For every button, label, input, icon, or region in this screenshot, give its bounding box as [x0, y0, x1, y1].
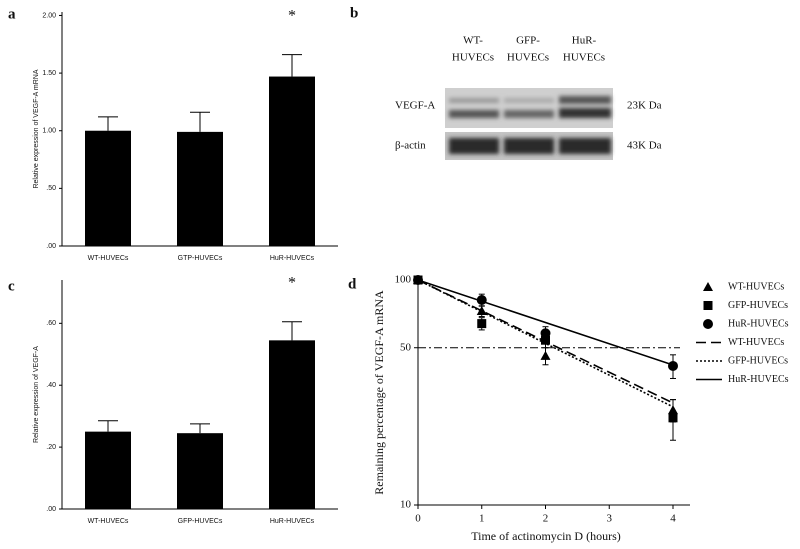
blot-size: 43K Da: [627, 140, 662, 152]
bar: [177, 433, 223, 509]
y-tick-label: .00: [46, 243, 56, 250]
bar: [177, 131, 223, 246]
y-tick-label: 1.00: [42, 128, 56, 135]
y-tick-label: .20: [46, 444, 56, 451]
panel-label: a: [8, 6, 16, 22]
panel-label: c: [8, 278, 15, 294]
y-tick-label: .50: [46, 185, 56, 192]
y-tick-label: 1.50: [42, 70, 56, 77]
x-tick-label: 0: [415, 513, 421, 525]
y-tick-label: .00: [46, 506, 56, 513]
blot-column: HUVECs: [452, 52, 494, 64]
legend-label: WT-HUVECs: [728, 337, 784, 348]
legend-marker: [703, 282, 713, 291]
bar: [269, 76, 315, 246]
data-point: [476, 306, 487, 316]
x-tick-label: 2: [543, 513, 549, 525]
blot-size: 23K Da: [627, 100, 662, 112]
legend-label: GFP-HUVECs: [728, 355, 788, 366]
data-point: [668, 413, 678, 423]
fit-line: [417, 279, 674, 408]
y-tick-label: 10: [400, 499, 412, 511]
y-tick-label: 100: [395, 274, 412, 286]
legend-marker: [703, 319, 713, 329]
data-point: [540, 350, 551, 360]
x-tick-label: WT-HUVECs: [88, 255, 129, 262]
blot-column: HuR-: [572, 35, 597, 47]
x-tick-label: GTP-HUVECs: [178, 255, 223, 262]
x-tick-label: HuR-HUVECs: [270, 255, 315, 262]
significance-mark: *: [288, 274, 296, 291]
x-axis-label: Time of actinomycin D (hours): [471, 529, 621, 543]
y-axis-label: Relative expression of VEGF-A: [33, 346, 40, 443]
x-tick-label: GFP-HUVECs: [178, 518, 223, 525]
x-tick-label: WT-HUVECs: [88, 518, 129, 525]
legend-marker: [703, 301, 713, 310]
y-tick-label: 50: [400, 341, 412, 353]
y-tick-label: .60: [46, 320, 56, 327]
x-tick-label: HuR-HUVECs: [270, 518, 315, 525]
y-axis-label: Relative expression of VEGF-A mRNA: [33, 69, 40, 188]
significance-mark: *: [288, 7, 296, 24]
y-axis-label: Remaining percentage of VEGF-A mRNA: [372, 290, 386, 495]
bar: [85, 431, 131, 509]
legend-label: HuR-HUVECs: [728, 374, 789, 385]
data-point: [477, 319, 487, 329]
y-tick-label: 2.00: [42, 12, 56, 19]
y-tick-label: .40: [46, 382, 56, 389]
panel-label: b: [350, 5, 358, 21]
bar: [269, 340, 315, 509]
legend-label: WT-HUVECs: [728, 281, 784, 292]
blot-column: WT-: [463, 35, 483, 47]
panel-label: d: [348, 276, 357, 292]
blot-column: HUVECs: [563, 52, 605, 64]
x-tick-label: 4: [670, 513, 676, 525]
blot-column: GFP-: [516, 35, 540, 47]
x-tick-label: 1: [479, 513, 485, 525]
blot-column: HUVECs: [507, 52, 549, 64]
data-point: [668, 360, 678, 371]
legend-label: HuR-HUVECs: [728, 318, 789, 329]
blot-row: VEGF-A: [395, 100, 435, 112]
blot-bands: [449, 96, 611, 154]
blot-row: β-actin: [395, 140, 426, 152]
fit-line: [417, 279, 674, 404]
bar: [85, 130, 131, 246]
western-blot: b WT- HUVECs GFP- HUVECs HuR- HUVECs VEG…: [350, 5, 662, 160]
data-point: [540, 328, 551, 339]
fit-line: [417, 279, 674, 366]
legend-label: GFP-HUVECs: [728, 300, 788, 311]
x-tick-label: 3: [607, 513, 613, 525]
